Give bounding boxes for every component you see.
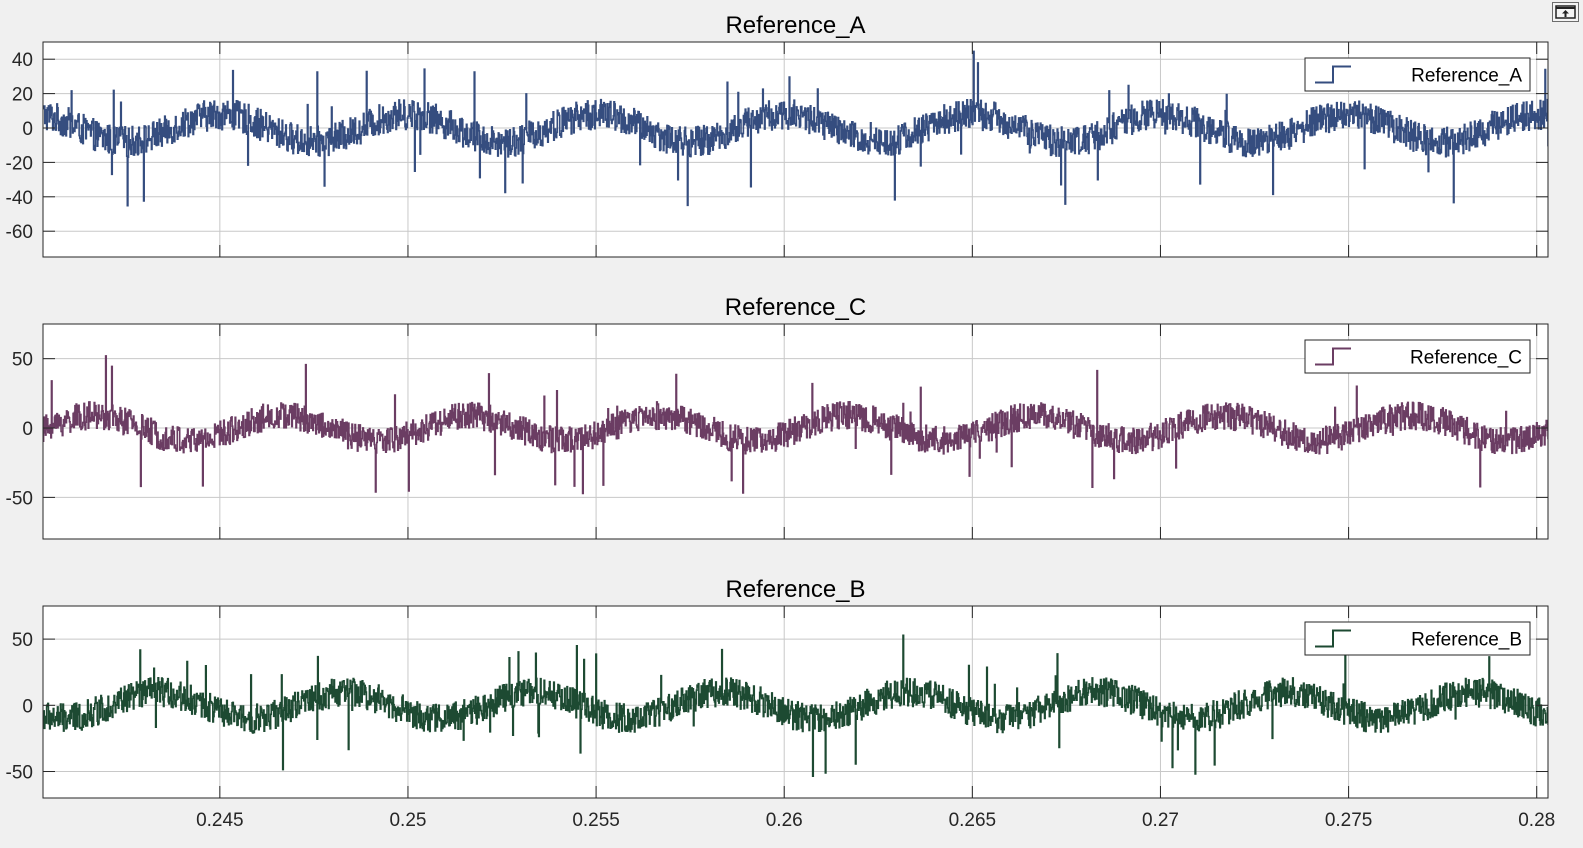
- y-tick-label: 20: [12, 85, 33, 106]
- signal-trace-reference-c: [43, 355, 1548, 495]
- plot-title: Reference_A: [725, 12, 865, 39]
- x-tick-label: 0.245: [196, 810, 244, 831]
- y-tick-label: 50: [12, 350, 33, 371]
- y-tick-label: -20: [6, 153, 33, 174]
- y-tick-label: 0: [22, 696, 33, 717]
- x-tick-label: 0.255: [572, 810, 620, 831]
- undock-button[interactable]: [1552, 2, 1579, 22]
- legend-entry: Reference_B: [1411, 630, 1522, 651]
- legend-box: [1304, 339, 1531, 374]
- plot-reference-c: -50 0 50 Reference_C Reference_C: [6, 294, 1549, 540]
- signal-trace-reference-a: [43, 50, 1548, 207]
- legend-swatch: [1315, 347, 1351, 366]
- plot-title: Reference_C: [725, 294, 866, 321]
- x-tick-label: 0.275: [1325, 810, 1373, 831]
- y-tick-label: -40: [6, 188, 33, 209]
- legend-swatch: [1315, 65, 1351, 84]
- legend-box: [1304, 621, 1531, 656]
- x-tick-label: 0.26: [766, 810, 803, 831]
- x-tick-label: 0.265: [949, 810, 997, 831]
- legend[interactable]: Reference_C: [1304, 339, 1531, 374]
- y-tick-label: 50: [12, 630, 33, 651]
- y-tick-label: 0: [22, 419, 33, 440]
- axes-box: [42, 323, 1549, 540]
- y-tick-label: -50: [6, 488, 33, 509]
- undock-icon: [1555, 5, 1576, 19]
- y-tick-label: -50: [6, 763, 33, 784]
- y-tick-label: -60: [6, 222, 33, 243]
- axes-box: [42, 605, 1549, 799]
- x-tick-label: 0.25: [389, 810, 426, 831]
- legend[interactable]: Reference_B: [1304, 621, 1531, 656]
- legend-entry: Reference_C: [1410, 348, 1522, 369]
- legend-entry: Reference_A: [1411, 66, 1522, 87]
- signal-trace-reference-b: [43, 634, 1548, 777]
- y-tick-label: 40: [12, 50, 33, 71]
- plot-reference-b: -50 0 50 0.245 0.25 0.255 0.26 0.265 0.27 0.275 0.…: [6, 576, 1556, 831]
- axes-box: [42, 41, 1549, 258]
- plot-reference-a: -60 -40 -20 0 20 40 Reference_A Reference_A: [6, 12, 1549, 258]
- x-tick-label: 0.28: [1518, 810, 1555, 831]
- y-tick-label: 0: [22, 119, 33, 140]
- plot-title: Reference_B: [725, 576, 865, 603]
- legend-swatch: [1315, 629, 1351, 648]
- x-tick-label: 0.27: [1142, 810, 1179, 831]
- legend[interactable]: Reference_A: [1304, 57, 1531, 92]
- legend-box: [1304, 57, 1531, 92]
